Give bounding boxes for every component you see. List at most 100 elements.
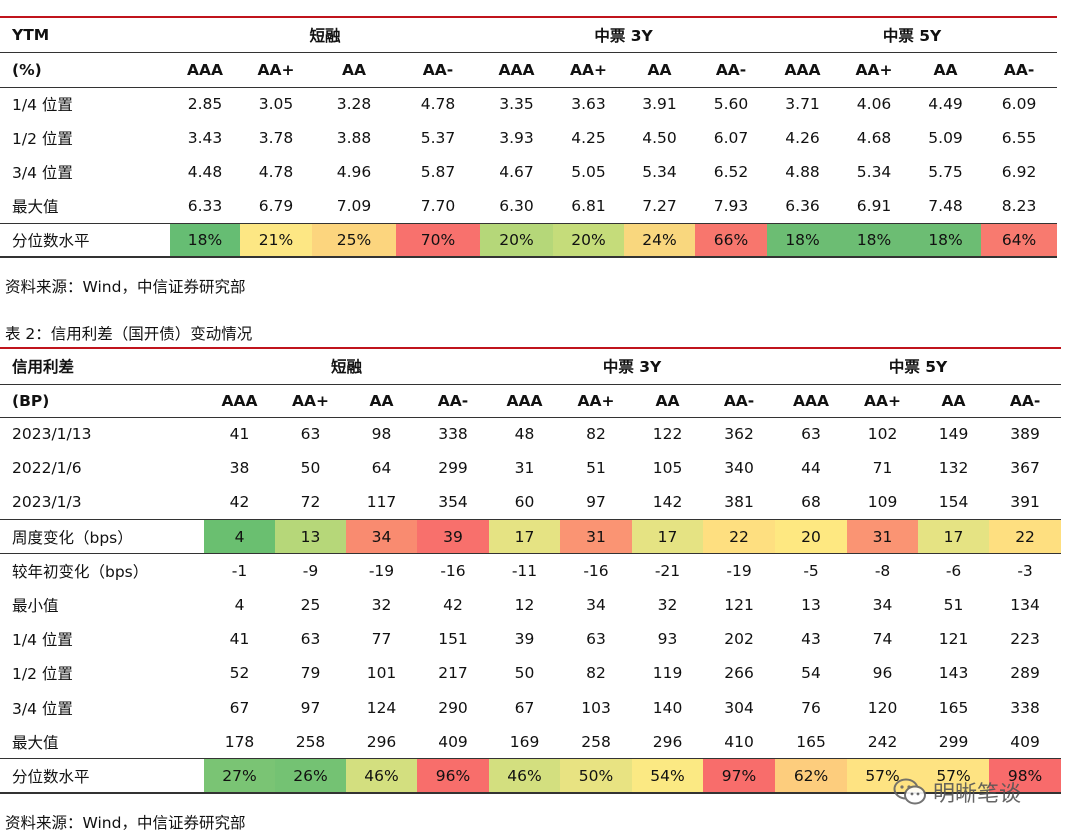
table-cell: 4.96 [336, 163, 372, 181]
table-row: 最小值 4 25 32 42 12 34 32 121 13 34 51 134 [0, 588, 1061, 622]
table-cell: 63 [586, 630, 606, 649]
table-cell: 4.26 [785, 129, 820, 147]
table-cell: 391 [1010, 493, 1040, 512]
table-cell: 43 [801, 630, 821, 649]
heat-cell: 27% [204, 758, 275, 794]
row-label: 1/2 位置 [12, 665, 73, 684]
table-cell: 74 [872, 630, 893, 649]
rating-header: AA+ [560, 384, 633, 418]
table-cell: 258 [295, 732, 326, 751]
table-cell: 105 [652, 459, 683, 478]
table-cell: 7.93 [713, 196, 749, 215]
row-label: 1/2 位置 [12, 130, 73, 148]
heat-cell: 26% [275, 758, 346, 794]
table-cell: 134 [1010, 596, 1040, 615]
credit-spread-table: 信用利差 短融 中票 3Y 中票 5Y (BP) AAA AA+ AA AA- AAA AA+ AA A… [0, 347, 1062, 794]
unit-label: (%) [0, 52, 170, 88]
rating-header: AA [346, 384, 417, 418]
table-cell: 25 [300, 596, 321, 615]
table-cell: 143 [938, 664, 969, 683]
table-cell: 223 [1010, 630, 1040, 649]
table-cell: 4.25 [571, 129, 606, 147]
table-cell: 3.88 [336, 129, 372, 147]
table-cell: 165 [938, 698, 969, 717]
heat-cell: 4 [204, 519, 275, 555]
watermark-text: 明晰笔谈 [933, 782, 1022, 807]
table-cell: 103 [581, 698, 611, 717]
table-cell: 97 [586, 493, 606, 512]
table-cell: 82 [586, 664, 606, 683]
table-cell: 42 [229, 493, 250, 512]
rating-header: AAA [489, 384, 561, 418]
table-cell: 6.91 [856, 196, 892, 215]
group-header: 中票 5Y [775, 348, 1062, 385]
heat-cell: 25% [312, 222, 396, 258]
table-cell: 4.48 [187, 163, 223, 181]
table-cell: 7.70 [420, 196, 456, 215]
table-cell: 3.35 [499, 95, 534, 114]
table-cell: 50 [300, 459, 321, 478]
table-cell: 119 [652, 664, 683, 683]
heat-cell: 46% [489, 758, 561, 794]
source-note-1: 资料来源：Wind，中信证券研究部 [5, 278, 246, 296]
table-row: 较年初变化（bps） -1 -9 -19 -16 -11 -16 -21 -19 -5 -8 -6 -3 [0, 554, 1061, 588]
table-cell: 34 [872, 596, 893, 615]
group-header: 中票 3Y [489, 348, 776, 385]
rating-header: AA+ [240, 52, 312, 88]
heat-cell: 18% [910, 222, 982, 258]
table-cell: 202 [724, 630, 754, 649]
table-cell: 3.43 [187, 129, 223, 147]
table-cell: 6.30 [499, 196, 534, 215]
rating-header: AAA [480, 52, 554, 88]
row-label: 较年初变化（bps） [12, 563, 149, 582]
table-cell: 72 [300, 493, 321, 512]
table-cell: 4.78 [258, 163, 294, 181]
table-cell: 98 [371, 425, 392, 444]
watermark: 明晰笔谈 [893, 776, 1021, 808]
rating-header: AA- [989, 384, 1062, 418]
rating-header: AAA [204, 384, 275, 418]
table-cell: 266 [724, 664, 754, 683]
table-row: 最大值 178 258 296 409 169 258 296 410 165 242 299 409 [0, 725, 1061, 759]
table-cell: -1 [231, 562, 248, 581]
table-cell: 340 [724, 459, 754, 478]
heat-cell: 18% [767, 222, 839, 258]
heat-cell: 39 [417, 519, 490, 555]
rating-header: AA+ [838, 52, 911, 88]
table-cell: 3.63 [571, 95, 606, 114]
heat-cell: 57% [847, 758, 919, 794]
table-cell: 68 [801, 493, 821, 512]
table-cell: 96 [872, 664, 893, 683]
rating-header: AA [910, 52, 982, 88]
table-cell: 71 [872, 459, 893, 478]
table-cell: 5.60 [713, 95, 749, 114]
row-label: 周度变化（bps） [0, 519, 204, 555]
rating-header: AA- [396, 52, 481, 88]
heat-cell: 66% [695, 222, 768, 258]
row-label: 2022/1/6 [12, 459, 82, 478]
rating-header: AA+ [847, 384, 919, 418]
table-row: 2023/1/13 41 63 98 338 48 82 122 362 63 102 149 389 [0, 417, 1061, 451]
table-cell: 12 [514, 596, 535, 615]
table-cell: 409 [438, 732, 468, 751]
table-cell: 296 [366, 732, 397, 751]
table-title: YTM [0, 17, 170, 53]
table-row: 1/4 位置 2.85 3.05 3.28 4.78 3.35 3.63 3.91 5.60 3.… [0, 87, 1057, 121]
heat-cell: 54% [632, 758, 704, 794]
table-cell: 64 [371, 459, 392, 478]
heat-cell: 46% [346, 758, 417, 794]
table-cell: 5.34 [642, 163, 677, 181]
table-cell: 60 [514, 493, 535, 512]
table-cell: -5 [803, 562, 819, 581]
table-cell: -19 [368, 562, 395, 581]
heat-cell: 24% [624, 222, 696, 258]
heat-cell: 21% [240, 222, 312, 258]
table-cell: 41 [229, 630, 250, 649]
table-cell: 102 [867, 425, 898, 444]
table-cell: 178 [224, 732, 255, 751]
table-cell: 63 [300, 425, 321, 444]
group-header: 短融 [170, 17, 481, 53]
table-cell: 151 [438, 630, 468, 649]
table-cell: 362 [724, 425, 754, 444]
percentile-row: 分位数水平 27% 26% 46% 96% 46% 50% 54% 97% 62% 57% 57% 98… [0, 758, 1062, 794]
